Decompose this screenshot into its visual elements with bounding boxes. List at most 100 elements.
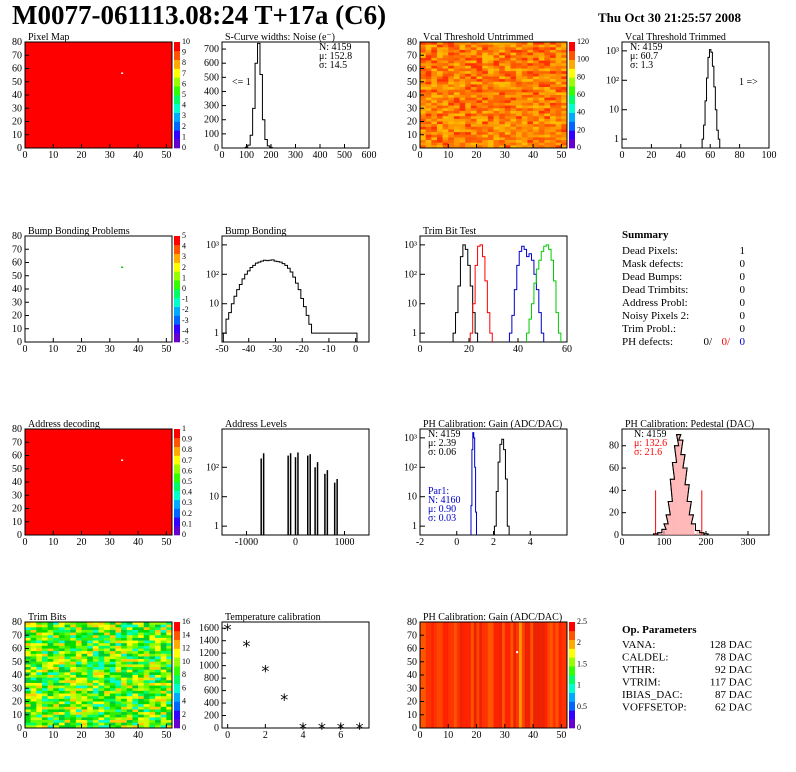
palette-tick-label: 1 [182, 273, 186, 282]
x-tick-label: 200 [699, 537, 714, 548]
summary-label: Dead Trimbits: [622, 284, 688, 296]
y-tick-label: 50 [12, 77, 22, 88]
bar-fill [675, 445, 678, 535]
stats2-text: μ: 0.90 [428, 504, 456, 515]
y-tick-label: 1200 [199, 648, 219, 659]
heatmap-cells [420, 42, 568, 149]
y-tick-label: 80 [407, 37, 417, 48]
x-tick-label: 40 [528, 730, 538, 741]
y-tick-label: 20 [12, 117, 22, 128]
y-tick-label: 10 [407, 299, 417, 310]
op-param-value: 78 DAC [715, 652, 752, 664]
x-tick-label: 0 [620, 150, 625, 161]
summary-value: 1 [740, 245, 746, 257]
x-tick-label: 40 [513, 344, 523, 355]
chart-scurve: S-Curve widths: Noise (e⁻)0 100 200 300 400 5… [204, 32, 377, 161]
y-tick-label: 10² [606, 75, 619, 86]
x-tick-label: 30 [105, 344, 115, 355]
x-tick-label: 0 [225, 730, 230, 741]
heatmap-spot [516, 651, 519, 654]
palette-tick-label: 0 [182, 530, 186, 539]
y-tick-label: 10³ [404, 433, 417, 444]
data-point: * [318, 719, 326, 738]
chart-ph_gain: PH Calibration: Gain (ADC/DAC) -2 0 2 4 1 10 10… [404, 419, 568, 548]
bar-fill [696, 530, 699, 535]
heatmap-spot [121, 72, 124, 74]
bar-fill [692, 523, 695, 535]
y-tick-label: 10² [206, 462, 219, 473]
palette-tick-label: 0 [182, 143, 186, 152]
chart-vcal_trimmed: Vcal Threshold Trimmed 0 20 40 60 80 100 1 10 10²… [606, 32, 777, 161]
palette-tick-label: -1 [182, 295, 189, 304]
chart-address_levels: Address Levels -1000 0 1000 1 10 10² [206, 419, 370, 548]
y-tick-label: 40 [12, 477, 22, 488]
summary-title: Summary [622, 229, 669, 241]
chart-title: Bump Bonding Problems [28, 226, 130, 237]
y-tick-label: 0 [412, 723, 417, 734]
x-tick-label: -50 [215, 344, 228, 355]
palette-tick-label: 0.4 [182, 488, 192, 497]
y-tick-label: 20 [12, 504, 22, 515]
y-tick-label: 10³ [606, 46, 619, 57]
heatmap-spot [121, 266, 124, 268]
chart-vcal_untrimmed: Vcal Threshold Untrimmed0204060801001200… [407, 32, 589, 161]
x-tick-label: 2 [263, 730, 268, 741]
y-tick-label: 1000 [199, 661, 219, 672]
stats-text: σ: 1.3 [630, 60, 653, 71]
palette-tick-label: 8 [182, 670, 186, 679]
palette-tick-label: -4 [182, 326, 189, 335]
x-tick-label: 200 [264, 150, 279, 161]
stats-text: N: 4159 [428, 429, 461, 440]
series-line-0 [470, 432, 478, 535]
y-tick-label: 1 [412, 328, 417, 339]
chart-title: Pixel Map [28, 32, 69, 43]
heatmap-spot [121, 459, 124, 461]
palette-tick-label: 0.8 [182, 445, 192, 454]
palette-tick-label: 6 [182, 79, 186, 88]
y-tick-label: 40 [12, 90, 22, 101]
x-tick-label: 0 [23, 730, 28, 741]
y-tick-label: 0 [412, 143, 417, 154]
op-param-value: 62 DAC [715, 702, 752, 714]
chart-title: Vcal Threshold Trimmed [625, 32, 726, 43]
palette-tick-label: 4 [182, 242, 186, 251]
color-palette: 0 12 34 5 67 89 10 [174, 37, 190, 152]
y-tick-label: 0 [17, 530, 22, 541]
axes-frame [221, 621, 370, 729]
series-line-3 [526, 244, 562, 342]
y-tick-label: 10 [209, 299, 219, 310]
stats2-text: N: 4160 [428, 495, 461, 506]
palette-tick-label: 60 [577, 90, 585, 99]
y-tick-label: 40 [407, 670, 417, 681]
bar-fill [690, 514, 693, 535]
y-tick-label: 200 [204, 115, 219, 126]
y-tick-label: 60 [12, 451, 22, 462]
op-params-panel: Op. Parameters VANA: 128 DAC CALDEL: 78 DAC V… [622, 624, 752, 714]
chart-title: S-Curve widths: Noise (e⁻) [225, 32, 335, 43]
stats2-text: Par1: [428, 486, 449, 497]
palette-tick-label: 4 [182, 101, 186, 110]
y-tick-label: 60 [609, 463, 619, 474]
x-tick-label: 0 [220, 150, 225, 161]
y-tick-label: 30 [407, 103, 417, 114]
y-tick-label: 0 [614, 530, 619, 541]
y-tick-label: 40 [12, 670, 22, 681]
y-tick-label: 20 [12, 697, 22, 708]
heatmap-cells [121, 266, 124, 268]
y-tick-label: 70 [407, 50, 417, 61]
summary-label: Mask defects: [622, 258, 683, 270]
bar-fill [662, 529, 666, 535]
palette-tick-label: 0 [577, 723, 581, 732]
palette-tick-label: 0.2 [182, 509, 192, 518]
palette-tick-label: 0.5 [577, 702, 587, 711]
chart-title: Address decoding [28, 419, 100, 430]
chart-title: Trim Bit Test [423, 226, 476, 237]
palette-tick-label: 2 [577, 638, 581, 647]
color-palette: 0 2 4 6 8 10 12 14 16 [174, 617, 190, 732]
summary-value: 0 [740, 310, 746, 322]
palette-tick-label: 1 [182, 424, 186, 433]
y-tick-label: 50 [12, 657, 22, 668]
y-tick-label: 0 [214, 723, 219, 734]
heatmap-cells [25, 42, 172, 148]
